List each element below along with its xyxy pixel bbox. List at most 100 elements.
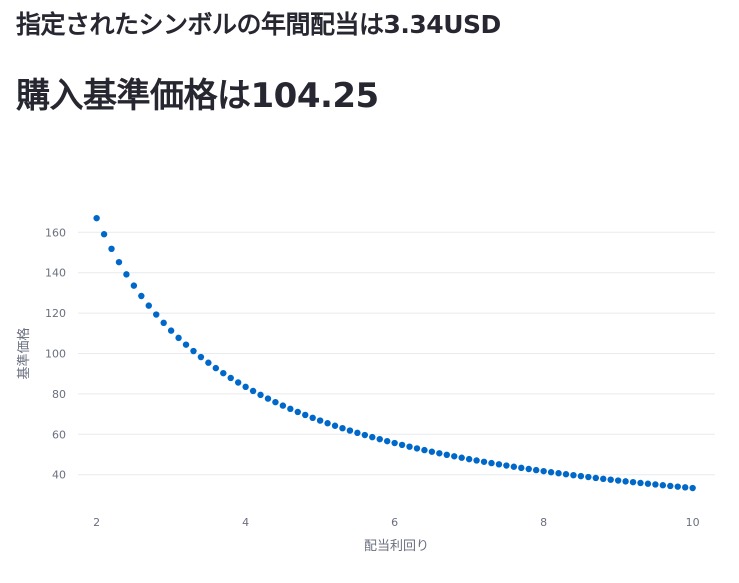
- data-point[interactable]: [167, 327, 175, 334]
- data-point[interactable]: [689, 484, 696, 492]
- data-point[interactable]: [279, 402, 287, 409]
- data-point[interactable]: [600, 475, 607, 483]
- data-point[interactable]: [495, 461, 503, 468]
- data-point[interactable]: [130, 282, 138, 289]
- data-point[interactable]: [637, 479, 644, 487]
- data-point[interactable]: [503, 462, 510, 469]
- data-point[interactable]: [339, 424, 346, 432]
- x-axis-ticks: 2 4 6 8 10: [93, 516, 700, 529]
- data-point[interactable]: [264, 395, 272, 402]
- data-point[interactable]: [518, 464, 525, 472]
- data-point[interactable]: [413, 445, 421, 452]
- annual-dividend-label: 指定されたシンボルの年間配当は: [16, 10, 384, 39]
- data-points[interactable]: [93, 214, 696, 492]
- data-point[interactable]: [234, 379, 242, 386]
- data-point[interactable]: [123, 271, 130, 278]
- data-point[interactable]: [369, 433, 376, 441]
- data-point[interactable]: [629, 478, 637, 486]
- data-point[interactable]: [451, 453, 458, 460]
- data-point[interactable]: [607, 476, 614, 483]
- data-point[interactable]: [190, 347, 197, 355]
- data-point[interactable]: [488, 459, 495, 467]
- data-point[interactable]: [443, 451, 450, 459]
- data-point[interactable]: [257, 391, 264, 399]
- data-point[interactable]: [532, 466, 540, 474]
- data-point[interactable]: [212, 364, 220, 372]
- data-point[interactable]: [510, 463, 518, 470]
- data-point[interactable]: [361, 431, 369, 439]
- grid-lines: [78, 231, 715, 476]
- scatter-chart[interactable]: 40 60 80 100 120 140 160 2 4 6 8 10 配当利回り 基準価格: [0, 190, 739, 583]
- y-axis-title: 基準価格: [16, 327, 32, 379]
- data-point[interactable]: [458, 454, 465, 461]
- data-point[interactable]: [391, 439, 398, 447]
- data-point[interactable]: [242, 383, 249, 391]
- x-axis-title: 配当利回り: [364, 539, 429, 554]
- data-point[interactable]: [108, 245, 115, 253]
- data-point[interactable]: [577, 472, 585, 480]
- data-point[interactable]: [100, 231, 108, 238]
- data-point[interactable]: [302, 411, 309, 419]
- data-point[interactable]: [674, 483, 681, 490]
- data-point[interactable]: [138, 292, 145, 300]
- data-point[interactable]: [331, 422, 339, 429]
- y-tick-label: 60: [52, 428, 66, 441]
- data-point[interactable]: [614, 477, 622, 484]
- data-point[interactable]: [93, 214, 100, 222]
- data-point[interactable]: [644, 480, 652, 487]
- data-point[interactable]: [153, 311, 160, 318]
- data-point[interactable]: [175, 334, 182, 342]
- x-tick-label: 8: [540, 516, 547, 529]
- data-point[interactable]: [585, 473, 592, 481]
- data-point[interactable]: [540, 467, 547, 475]
- data-point[interactable]: [570, 471, 577, 479]
- data-point[interactable]: [316, 417, 324, 424]
- data-point[interactable]: [205, 359, 212, 366]
- data-point[interactable]: [652, 481, 659, 488]
- annual-dividend-heading: 指定されたシンボルの年間配当は3.34USD: [16, 8, 501, 42]
- data-point[interactable]: [436, 450, 443, 457]
- data-point[interactable]: [354, 429, 361, 437]
- data-point[interactable]: [667, 482, 674, 490]
- data-point[interactable]: [428, 448, 436, 455]
- x-tick-label: 10: [686, 516, 700, 529]
- data-point[interactable]: [346, 427, 354, 434]
- data-point[interactable]: [309, 414, 316, 422]
- data-point[interactable]: [294, 408, 301, 416]
- data-point[interactable]: [465, 455, 473, 463]
- data-point[interactable]: [324, 420, 331, 427]
- data-point[interactable]: [197, 353, 205, 361]
- data-point[interactable]: [249, 387, 257, 395]
- data-point[interactable]: [220, 369, 227, 377]
- base-price-heading: 購入基準価格は104.25: [16, 74, 379, 118]
- data-point[interactable]: [562, 471, 570, 478]
- data-point[interactable]: [555, 470, 562, 477]
- data-point[interactable]: [398, 441, 406, 449]
- y-tick-label: 160: [45, 226, 66, 239]
- data-point[interactable]: [160, 319, 167, 327]
- data-point[interactable]: [376, 435, 383, 443]
- y-axis-ticks: 40 60 80 100 120 140 160: [45, 226, 66, 481]
- data-point[interactable]: [421, 446, 428, 454]
- y-tick-label: 40: [52, 469, 66, 482]
- chart-canvas[interactable]: 40 60 80 100 120 140 160 2 4 6 8 10 配当利回り 基準価格: [0, 190, 739, 583]
- data-point[interactable]: [681, 484, 689, 491]
- data-point[interactable]: [145, 302, 152, 309]
- data-point[interactable]: [227, 374, 234, 382]
- data-point[interactable]: [182, 341, 190, 348]
- data-point[interactable]: [287, 405, 294, 413]
- data-point[interactable]: [622, 478, 629, 485]
- data-point[interactable]: [115, 258, 123, 266]
- x-tick-label: 6: [391, 516, 398, 529]
- data-point[interactable]: [547, 469, 555, 476]
- data-point[interactable]: [592, 474, 599, 482]
- base-price-value: 104.25: [250, 76, 380, 116]
- data-point[interactable]: [525, 465, 532, 473]
- data-point[interactable]: [272, 398, 279, 406]
- data-point[interactable]: [480, 458, 488, 465]
- data-point[interactable]: [406, 443, 413, 450]
- data-point[interactable]: [473, 457, 480, 464]
- data-point[interactable]: [383, 437, 391, 445]
- data-point[interactable]: [659, 482, 667, 489]
- base-price-label: 購入基準価格は: [16, 76, 251, 116]
